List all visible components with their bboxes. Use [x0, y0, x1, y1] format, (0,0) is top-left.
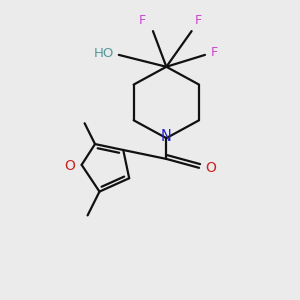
Text: F: F — [195, 14, 202, 27]
Text: F: F — [210, 46, 218, 59]
Text: F: F — [138, 14, 146, 27]
Text: HO: HO — [94, 47, 114, 60]
Text: O: O — [206, 161, 217, 175]
Text: O: O — [64, 159, 75, 173]
Text: N: N — [161, 129, 172, 144]
